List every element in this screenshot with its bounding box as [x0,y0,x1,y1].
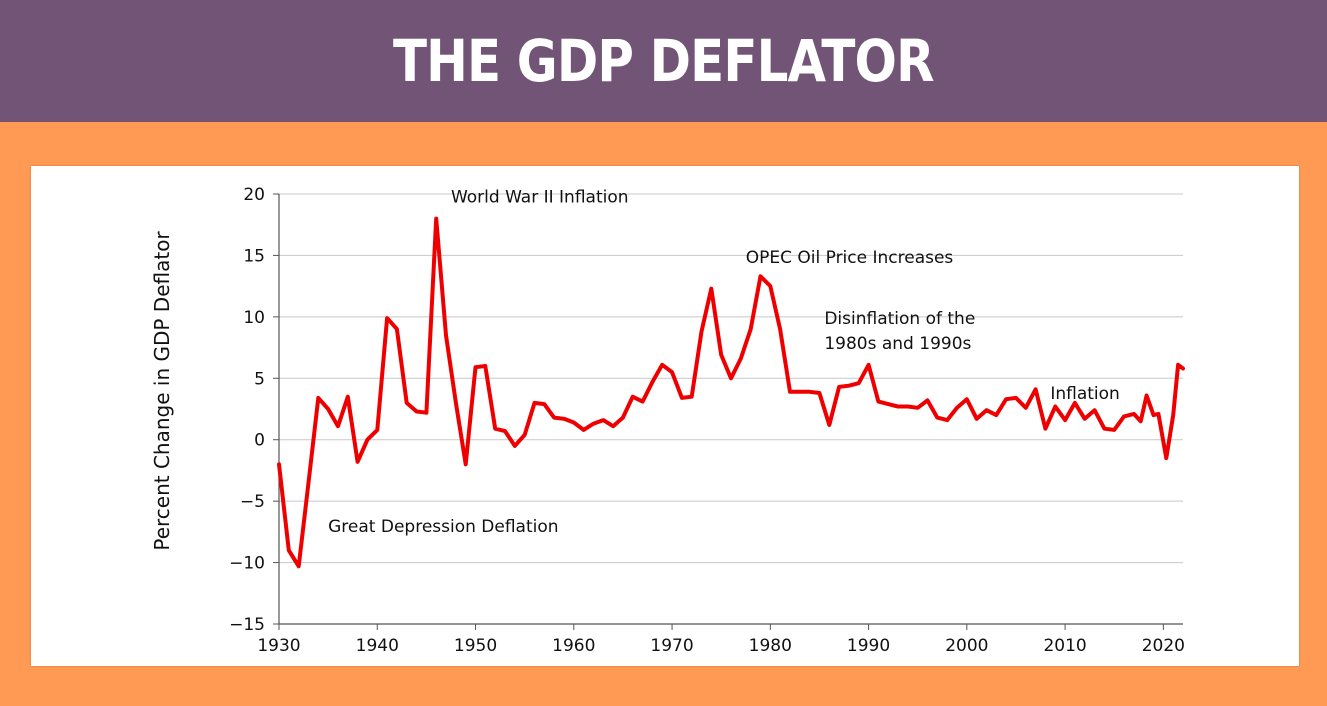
x-tick-labels: 1930 1940 1950 1960 1970 1980 1990 2000 2010 2020 [257,636,1185,656]
annotation-label: OPEC Oil Price Increases [746,248,954,268]
y-tick-label: −10 [229,554,265,574]
annotation-label: World War II Inflation [451,188,629,208]
y-tick-label: 0 [254,431,265,451]
annotation-label: 1980s and 1990s [824,334,971,354]
annotation-label: Great Depression Deflation [328,517,558,537]
x-tick-label: 1950 [454,636,497,656]
y-tick-label: 20 [243,185,265,205]
gdp-deflator-chart: 20 15 10 5 0 −5 −10 −15 1930 1940 1950 1960 1970 198… [150,185,1185,656]
axes [273,193,1183,630]
x-tick-label: 2000 [945,636,988,656]
annotation-label: Inflation [1050,384,1119,404]
x-tick-label: 1940 [356,636,399,656]
x-tick-label: 1970 [650,636,693,656]
title-banner: THE GDP DEFLATOR [0,0,1327,122]
y-axis-label: Percent Change in GDP Deflator [150,231,174,551]
x-tick-label: 2010 [1043,636,1086,656]
x-tick-label: 1990 [847,636,890,656]
page-title: THE GDP DEFLATOR [393,27,934,95]
y-tick-label: −5 [240,492,265,512]
y-tick-labels: 20 15 10 5 0 −5 −10 −15 [229,185,265,635]
orange-band [0,122,1327,166]
y-tick-label: −15 [229,615,265,635]
y-tick-label: 15 [243,246,265,266]
series [277,216,1185,569]
x-tick-label: 1960 [552,636,595,656]
chart-panel: 20 15 10 5 0 −5 −10 −15 1930 1940 1950 1960 1970 198… [31,166,1299,666]
y-tick-label: 10 [243,308,265,328]
annotation-label: Disinflation of the [824,309,975,329]
x-tick-label: 2020 [1142,636,1185,656]
annotations: World War II Inflation OPEC Oil Price Inc… [328,188,1120,537]
x-tick-label: 1930 [257,636,300,656]
x-tick-label: 1980 [749,636,792,656]
series-line-gdp-deflator [277,216,1185,569]
y-tick-label: 5 [254,369,265,389]
